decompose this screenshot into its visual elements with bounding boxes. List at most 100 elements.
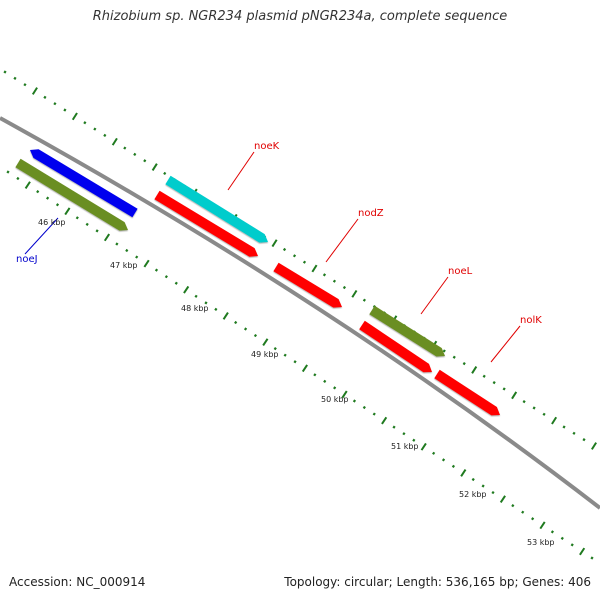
minor-tick xyxy=(362,298,366,302)
minor-tick xyxy=(333,386,337,390)
major-tick xyxy=(271,239,278,248)
minor-tick xyxy=(75,216,79,220)
major-tick xyxy=(579,547,586,556)
minor-tick xyxy=(293,360,297,364)
minor-tick xyxy=(522,400,526,404)
gene-feature[interactable] xyxy=(154,190,258,257)
gene-leader-line xyxy=(227,151,255,191)
map-title: Rhizobium sp. NGR234 plasmid pNGR234a, c… xyxy=(92,9,508,24)
minor-tick xyxy=(560,536,564,540)
gene-feature-noeJ[interactable] xyxy=(30,149,138,218)
minor-tick xyxy=(115,242,119,246)
major-tick xyxy=(591,442,597,450)
major-tick xyxy=(420,442,427,451)
minor-tick xyxy=(502,387,506,391)
minor-tick xyxy=(103,133,107,137)
minor-tick xyxy=(511,504,515,508)
minor-tick xyxy=(451,464,456,469)
gene-leader-line xyxy=(24,217,59,255)
minor-tick xyxy=(323,379,327,383)
minor-tick xyxy=(302,260,307,264)
minor-tick xyxy=(282,247,287,252)
major-tick xyxy=(151,163,158,171)
major-tick xyxy=(222,312,229,320)
minor-tick xyxy=(550,530,554,534)
major-tick xyxy=(471,366,478,374)
minor-tick xyxy=(531,517,535,521)
minor-tick xyxy=(43,95,47,99)
minor-tick xyxy=(481,484,485,488)
gene-label-noeL: noeL xyxy=(448,266,473,277)
major-tick xyxy=(301,364,308,373)
gene-label-nolK: nolK xyxy=(520,315,542,326)
outer-tick-ring xyxy=(3,70,597,450)
major-tick xyxy=(111,137,118,146)
minor-tick xyxy=(572,431,576,435)
minor-tick xyxy=(462,361,466,366)
minor-tick xyxy=(204,301,208,305)
gene-feature-nolK[interactable] xyxy=(434,369,500,416)
gene-leader-line xyxy=(490,325,521,363)
minor-tick xyxy=(36,190,40,194)
minor-tick xyxy=(123,146,127,150)
accession-text: Accession: NC_000914 xyxy=(9,575,146,589)
gene-label-nodZ: nodZ xyxy=(358,208,384,219)
major-tick xyxy=(539,521,546,530)
gene-leader-line xyxy=(420,276,449,315)
major-tick xyxy=(31,87,38,95)
minor-tick xyxy=(93,127,97,131)
minor-tick xyxy=(562,425,566,429)
scale-label: 53 kbp xyxy=(527,538,555,547)
minor-tick xyxy=(542,412,546,416)
minor-tick xyxy=(63,108,67,112)
scale-label: 47 kbp xyxy=(110,261,138,270)
gene-feature-nodZ[interactable] xyxy=(273,262,342,308)
minor-tick xyxy=(372,412,376,416)
minor-tick xyxy=(23,83,27,87)
sequence-backbone xyxy=(0,116,600,510)
minor-tick xyxy=(432,451,436,455)
major-tick xyxy=(183,285,190,294)
minor-tick xyxy=(164,275,168,279)
minor-tick xyxy=(135,255,139,259)
major-tick xyxy=(64,207,71,216)
major-tick xyxy=(551,416,558,425)
major-tick xyxy=(511,391,518,400)
major-tick xyxy=(262,338,269,346)
gene-feature-noeK[interactable] xyxy=(165,175,268,243)
minor-tick xyxy=(13,76,17,80)
major-tick xyxy=(103,233,111,242)
minor-tick xyxy=(83,121,87,125)
minor-tick xyxy=(412,438,416,442)
gene-label-noeJ: noeJ xyxy=(16,254,38,265)
minor-tick xyxy=(332,279,337,283)
minor-tick xyxy=(243,327,248,331)
minor-tick xyxy=(322,273,327,277)
minor-tick xyxy=(53,102,57,106)
minor-tick xyxy=(253,333,258,338)
minor-tick xyxy=(133,152,137,157)
inner-tick-ring xyxy=(6,170,594,560)
minor-tick xyxy=(362,405,366,410)
minor-tick xyxy=(570,543,574,547)
sequence-stats-text: Topology: circular; Length: 536,165 bp; … xyxy=(284,575,591,589)
minor-tick xyxy=(55,203,60,207)
minor-tick xyxy=(292,254,297,258)
minor-tick xyxy=(582,438,586,442)
minor-tick xyxy=(452,355,456,359)
major-tick xyxy=(499,495,506,504)
gene-feature[interactable] xyxy=(359,320,432,373)
major-tick xyxy=(341,390,348,399)
minor-tick xyxy=(482,374,486,378)
minor-tick xyxy=(352,399,357,403)
gene-feature[interactable] xyxy=(15,158,128,231)
minor-tick xyxy=(6,170,10,174)
minor-tick xyxy=(95,229,99,233)
minor-tick xyxy=(532,406,536,410)
minor-tick xyxy=(471,477,475,482)
gene-leader-line xyxy=(325,218,359,263)
scale-label: 46 kbp xyxy=(38,218,66,227)
minor-tick xyxy=(125,248,129,253)
gene-feature-noeL[interactable] xyxy=(369,305,445,357)
